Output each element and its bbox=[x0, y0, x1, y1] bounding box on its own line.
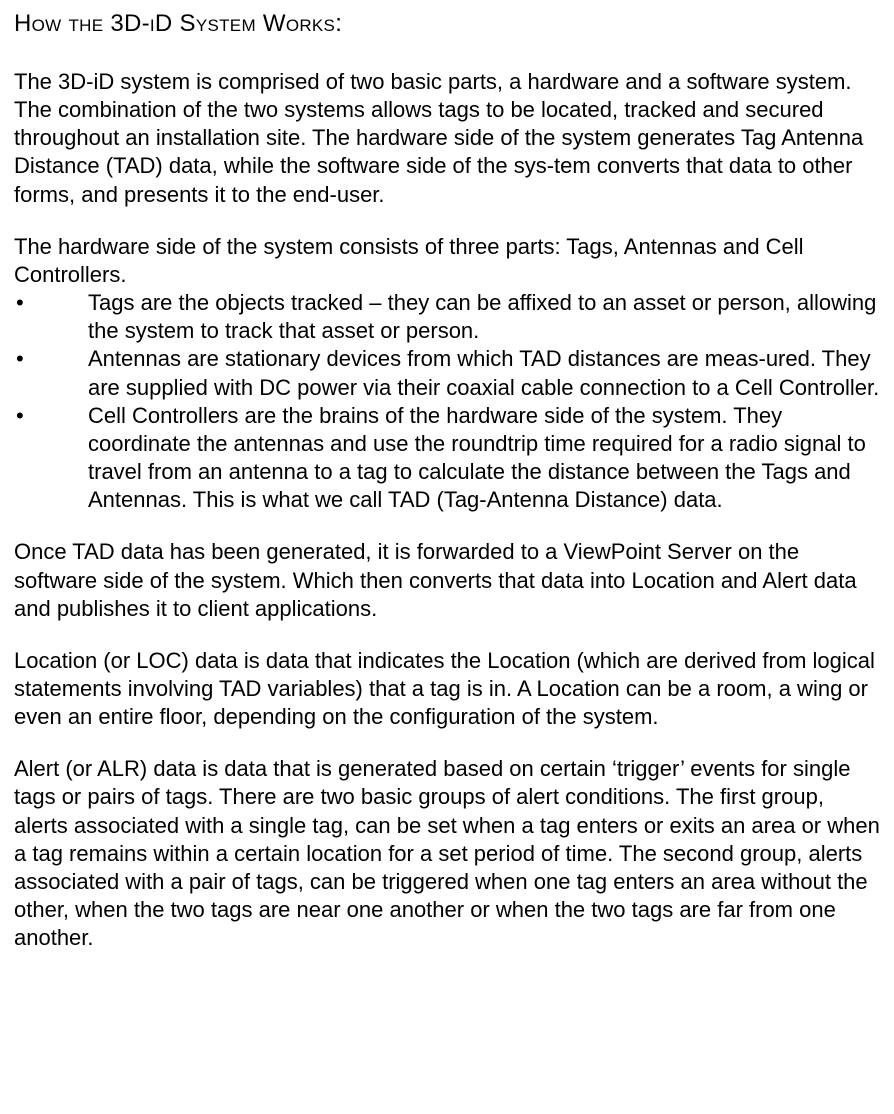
bullet-icon: • bbox=[14, 402, 88, 430]
list-item-text: Cell Controllers are the brains of the h… bbox=[88, 402, 880, 515]
paragraph-hardware-lead: The hardware side of the system consists… bbox=[14, 233, 880, 289]
paragraph-location: Location (or LOC) data is data that indi… bbox=[14, 647, 880, 731]
page-heading: How the 3D-iD System Works: bbox=[14, 10, 880, 38]
bullet-icon: • bbox=[14, 289, 88, 317]
list-item: • Cell Controllers are the brains of the… bbox=[14, 402, 880, 515]
list-item-text: Tags are the objects tracked – they can … bbox=[88, 289, 880, 345]
paragraph-intro: The 3D-iD system is comprised of two bas… bbox=[14, 68, 880, 209]
document-page: How the 3D-iD System Works: The 3D-iD sy… bbox=[0, 0, 894, 1114]
hardware-bullet-list: • Tags are the objects tracked – they ca… bbox=[14, 289, 880, 514]
list-item: • Tags are the objects tracked – they ca… bbox=[14, 289, 880, 345]
paragraph-alert: Alert (or ALR) data is data that is gene… bbox=[14, 755, 880, 952]
list-item: • Antennas are stationary devices from w… bbox=[14, 345, 880, 401]
paragraph-software: Once TAD data has been generated, it is … bbox=[14, 538, 880, 622]
bullet-icon: • bbox=[14, 345, 88, 373]
list-item-text: Antennas are stationary devices from whi… bbox=[88, 345, 880, 401]
